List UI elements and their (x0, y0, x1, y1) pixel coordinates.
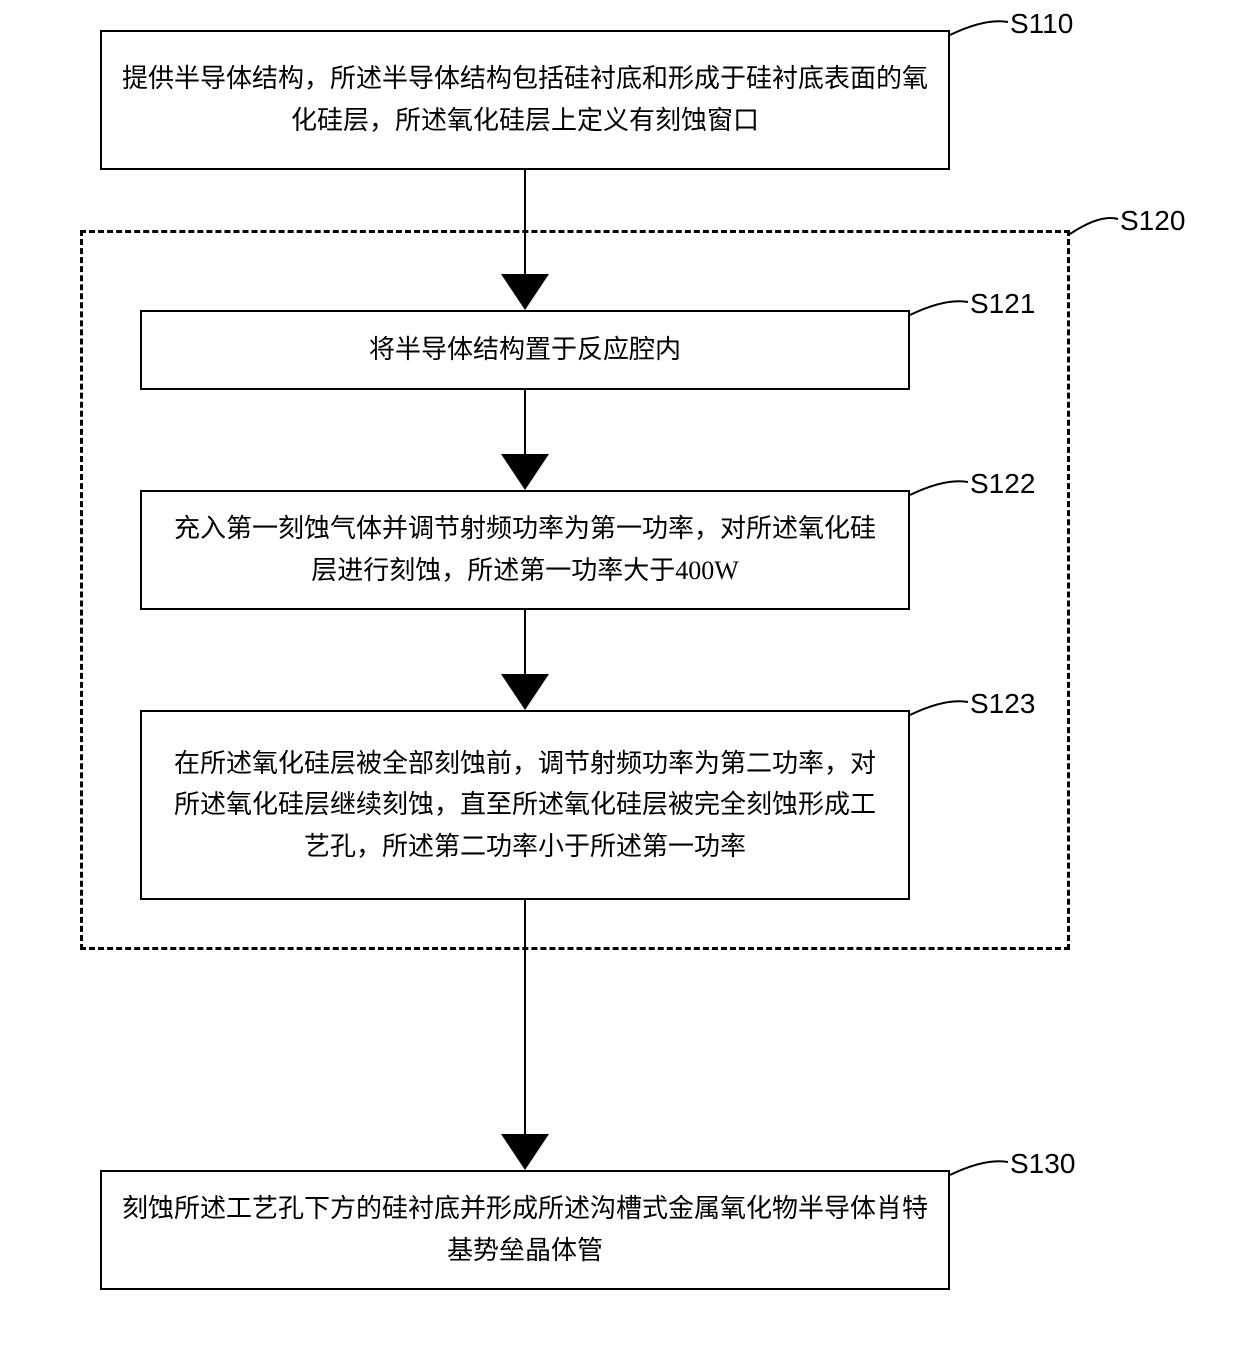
connectors-svg (0, 0, 1240, 1346)
